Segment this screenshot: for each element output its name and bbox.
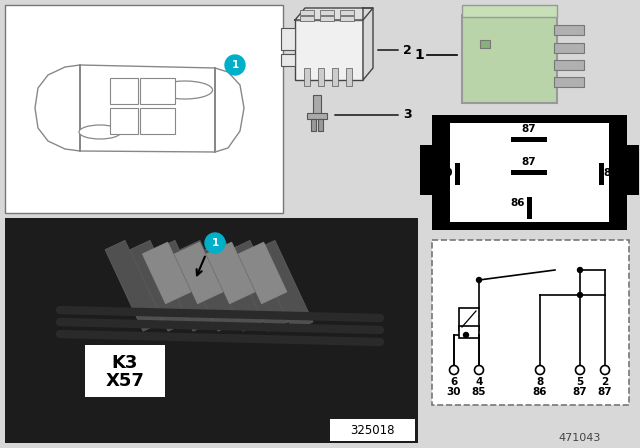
Text: 325018: 325018 (349, 423, 394, 436)
Text: 471043: 471043 (559, 433, 601, 443)
Bar (320, 10, 334, 15)
Bar (320, 16, 334, 21)
Circle shape (477, 277, 481, 283)
Text: 1: 1 (211, 238, 219, 248)
Bar (281, 28, 295, 50)
Bar (450, 123, 609, 222)
Bar (459, 326, 479, 338)
Bar (110, 108, 138, 134)
Bar (130, 240, 188, 331)
Circle shape (449, 366, 458, 375)
Text: 1: 1 (232, 60, 239, 70)
Bar (527, 197, 532, 219)
Circle shape (600, 366, 609, 375)
Text: X57: X57 (106, 372, 145, 390)
Text: K3: K3 (112, 354, 138, 372)
Bar (295, 20, 363, 80)
Bar (554, 43, 584, 53)
Text: 30: 30 (447, 387, 461, 397)
Bar (432, 115, 627, 230)
Bar (511, 170, 547, 175)
Bar (155, 240, 213, 331)
Bar (313, 95, 321, 115)
Bar (5, 218, 418, 443)
Polygon shape (295, 8, 373, 20)
Bar (205, 240, 263, 331)
Circle shape (463, 332, 468, 337)
Bar (140, 78, 175, 104)
Bar (230, 240, 288, 331)
Text: 87: 87 (522, 157, 536, 167)
Bar (625, 145, 639, 195)
Bar (180, 240, 238, 331)
Bar (174, 242, 223, 304)
Bar (110, 78, 138, 104)
Bar (304, 68, 310, 86)
Circle shape (536, 366, 545, 375)
Text: 87: 87 (573, 387, 588, 397)
Bar (511, 137, 547, 142)
Circle shape (225, 55, 245, 75)
Bar (318, 119, 323, 131)
Circle shape (577, 267, 582, 272)
Bar (462, 15, 557, 103)
Bar (554, 77, 584, 87)
Text: 87: 87 (522, 124, 536, 134)
Bar (340, 10, 354, 15)
Bar (432, 240, 629, 405)
Text: 3: 3 (403, 108, 412, 121)
Text: 2: 2 (403, 43, 412, 56)
Polygon shape (363, 8, 373, 80)
Circle shape (474, 366, 483, 375)
Bar (311, 119, 316, 131)
Text: 87: 87 (598, 387, 612, 397)
Bar (554, 60, 584, 70)
Bar (300, 10, 314, 15)
Bar (85, 345, 165, 397)
Bar (318, 68, 324, 86)
Bar (330, 419, 415, 441)
Bar (307, 113, 327, 119)
Circle shape (575, 366, 584, 375)
Bar (480, 40, 490, 48)
Ellipse shape (79, 125, 121, 139)
Circle shape (205, 233, 225, 253)
Bar (105, 240, 163, 331)
Bar (455, 163, 460, 185)
Text: 8: 8 (536, 377, 543, 387)
Bar (462, 5, 557, 17)
Text: 1: 1 (414, 48, 424, 62)
Circle shape (577, 293, 582, 297)
Text: 30: 30 (438, 168, 453, 178)
Text: 85: 85 (472, 387, 486, 397)
Bar (346, 68, 352, 86)
Bar (332, 68, 338, 86)
Bar (300, 16, 314, 21)
Bar (281, 54, 295, 66)
Text: 4: 4 (476, 377, 483, 387)
Bar (5, 5, 283, 213)
Text: 6: 6 (451, 377, 458, 387)
Bar (140, 108, 175, 134)
Bar (459, 308, 479, 330)
Bar (255, 240, 313, 331)
Text: 85: 85 (603, 168, 618, 178)
Text: 86: 86 (511, 198, 525, 208)
Bar (420, 145, 434, 195)
Bar (599, 163, 604, 185)
Ellipse shape (157, 81, 212, 99)
Bar (206, 242, 255, 304)
Text: 86: 86 (532, 387, 547, 397)
Bar (554, 25, 584, 35)
Bar (340, 16, 354, 21)
Bar (238, 242, 287, 304)
Bar (142, 242, 191, 304)
Text: 5: 5 (577, 377, 584, 387)
Text: 2: 2 (602, 377, 609, 387)
